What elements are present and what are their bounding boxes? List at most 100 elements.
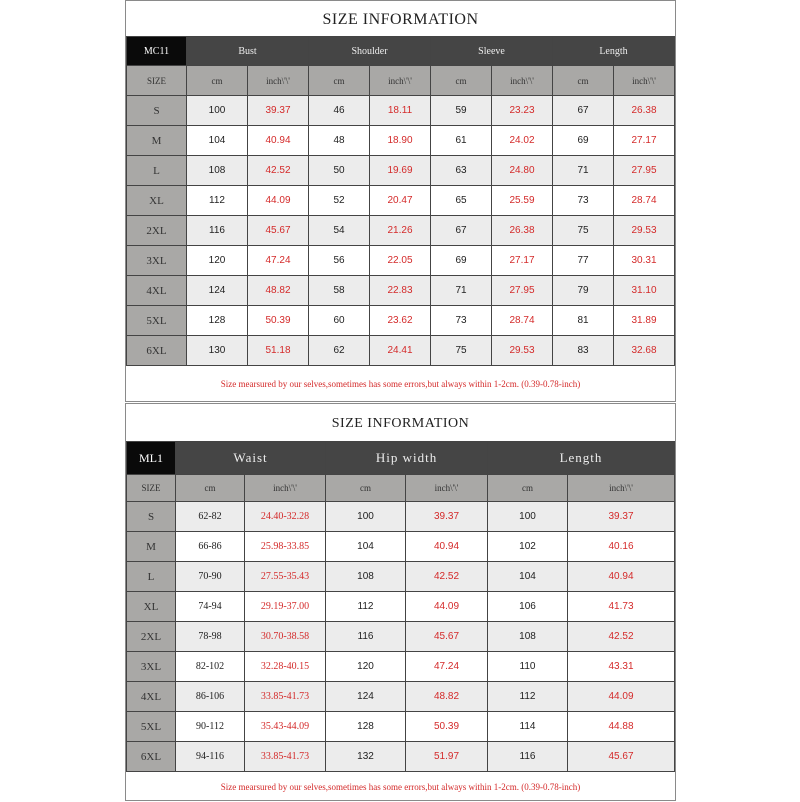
header-row: ML1 Waist Hip width Length [126, 441, 675, 475]
bottom-size-chart: SIZE INFORMATION ML1 Waist Hip width Length… [125, 403, 676, 801]
cm-cell: 48 [308, 125, 370, 156]
cm-cell: 100 [186, 95, 248, 126]
column-group-waist: Waist [174, 441, 327, 475]
inch-cell: 24.41 [369, 335, 431, 366]
cm-cell: 108 [186, 155, 248, 186]
cm-cell: 67 [552, 95, 614, 126]
cm-cell: 75 [552, 215, 614, 246]
cm-cell: 124 [325, 681, 407, 712]
cm-cell: 120 [325, 651, 407, 682]
table-row: 4XL 124 48.82 58 22.83 71 27.95 79 31.10 [126, 275, 675, 306]
inch-cell: 18.11 [369, 95, 431, 126]
inch-cell: 22.83 [369, 275, 431, 306]
inch-cell: 45.67 [405, 621, 489, 652]
inch-cell: 30.70-38.58 [243, 621, 327, 652]
size-cell: 4XL [126, 275, 187, 306]
inch-cell: 25.59 [491, 185, 553, 216]
size-cell: 6XL [126, 741, 176, 772]
cm-cell: 77 [552, 245, 614, 276]
inch-cell: 23.23 [491, 95, 553, 126]
size-cell: XL [126, 185, 187, 216]
inch-cell: 30.31 [613, 245, 675, 276]
inch-cell: 44.88 [567, 711, 675, 742]
unit-inch: inch\'\' [243, 474, 327, 502]
size-cell: M [126, 125, 187, 156]
unit-inch: inch\'\' [247, 65, 309, 96]
size-cell: L [126, 561, 176, 592]
cm-cell: 74-94 [175, 591, 245, 622]
cm-cell: 69 [552, 125, 614, 156]
cm-cell: 116 [325, 621, 407, 652]
unit-inch: inch\'\' [491, 65, 553, 96]
inch-cell: 43.31 [567, 651, 675, 682]
inch-cell: 39.37 [567, 501, 675, 532]
top-size-table: MC11 Bust Shoulder Sleeve Length SIZE cm inch\'… [126, 36, 675, 366]
cm-cell: 62-82 [175, 501, 245, 532]
unit-cm: cm [487, 474, 569, 502]
table-row: 4XL 86-106 33.85-41.73 124 48.82 112 44.09 [126, 681, 675, 712]
inch-cell: 48.82 [247, 275, 309, 306]
inch-cell: 31.89 [613, 305, 675, 336]
cm-cell: 73 [430, 305, 492, 336]
size-cell: 6XL [126, 335, 187, 366]
model-code: ML1 [126, 441, 176, 475]
inch-cell: 27.95 [491, 275, 553, 306]
cm-cell: 112 [186, 185, 248, 216]
table-row: 3XL 82-102 32.28-40.15 120 47.24 110 43.31 [126, 651, 675, 682]
inch-cell: 28.74 [613, 185, 675, 216]
cm-cell: 100 [325, 501, 407, 532]
cm-cell: 116 [186, 215, 248, 246]
size-label: SIZE [126, 65, 187, 96]
table-row: M 66-86 25.98-33.85 104 40.94 102 40.16 [126, 531, 675, 562]
column-group-bust: Bust [186, 36, 309, 66]
cm-cell: 114 [487, 711, 569, 742]
column-group-shoulder: Shoulder [308, 36, 431, 66]
unit-cm: cm [175, 474, 245, 502]
inch-cell: 44.09 [567, 681, 675, 712]
size-label: SIZE [126, 474, 176, 502]
inch-cell: 51.18 [247, 335, 309, 366]
inch-cell: 27.55-35.43 [243, 561, 327, 592]
inch-cell: 28.74 [491, 305, 553, 336]
size-cell: S [126, 501, 176, 532]
inch-cell: 48.82 [405, 681, 489, 712]
cm-cell: 82-102 [175, 651, 245, 682]
table-row: XL 112 44.09 52 20.47 65 25.59 73 28.74 [126, 185, 675, 216]
inch-cell: 29.53 [491, 335, 553, 366]
cm-cell: 73 [552, 185, 614, 216]
cm-cell: 112 [487, 681, 569, 712]
inch-cell: 27.17 [613, 125, 675, 156]
cm-cell: 61 [430, 125, 492, 156]
inch-cell: 42.52 [247, 155, 309, 186]
unit-cm: cm [552, 65, 614, 96]
cm-cell: 108 [487, 621, 569, 652]
inch-cell: 20.47 [369, 185, 431, 216]
bottom-size-table: ML1 Waist Hip width Length SIZE cm inch\'\' cm i… [126, 441, 675, 772]
cm-cell: 83 [552, 335, 614, 366]
cm-cell: 104 [487, 561, 569, 592]
cm-cell: 79 [552, 275, 614, 306]
table-row: L 70-90 27.55-35.43 108 42.52 104 40.94 [126, 561, 675, 592]
table-row: L 108 42.52 50 19.69 63 24.80 71 27.95 [126, 155, 675, 186]
unit-cm: cm [325, 474, 407, 502]
cm-cell: 112 [325, 591, 407, 622]
header-row: MC11 Bust Shoulder Sleeve Length [126, 36, 675, 66]
cm-cell: 81 [552, 305, 614, 336]
unit-cm: cm [430, 65, 492, 96]
inch-cell: 18.90 [369, 125, 431, 156]
inch-cell: 45.67 [567, 741, 675, 772]
size-cell: M [126, 531, 176, 562]
inch-cell: 29.53 [613, 215, 675, 246]
cm-cell: 110 [487, 651, 569, 682]
cm-cell: 116 [487, 741, 569, 772]
inch-cell: 44.09 [247, 185, 309, 216]
cm-cell: 104 [186, 125, 248, 156]
cm-cell: 75 [430, 335, 492, 366]
table-row: S 100 39.37 46 18.11 59 23.23 67 26.38 [126, 95, 675, 126]
inch-cell: 29.19-37.00 [243, 591, 327, 622]
cm-cell: 69 [430, 245, 492, 276]
cm-cell: 56 [308, 245, 370, 276]
cm-cell: 70-90 [175, 561, 245, 592]
cm-cell: 124 [186, 275, 248, 306]
inch-cell: 42.52 [405, 561, 489, 592]
